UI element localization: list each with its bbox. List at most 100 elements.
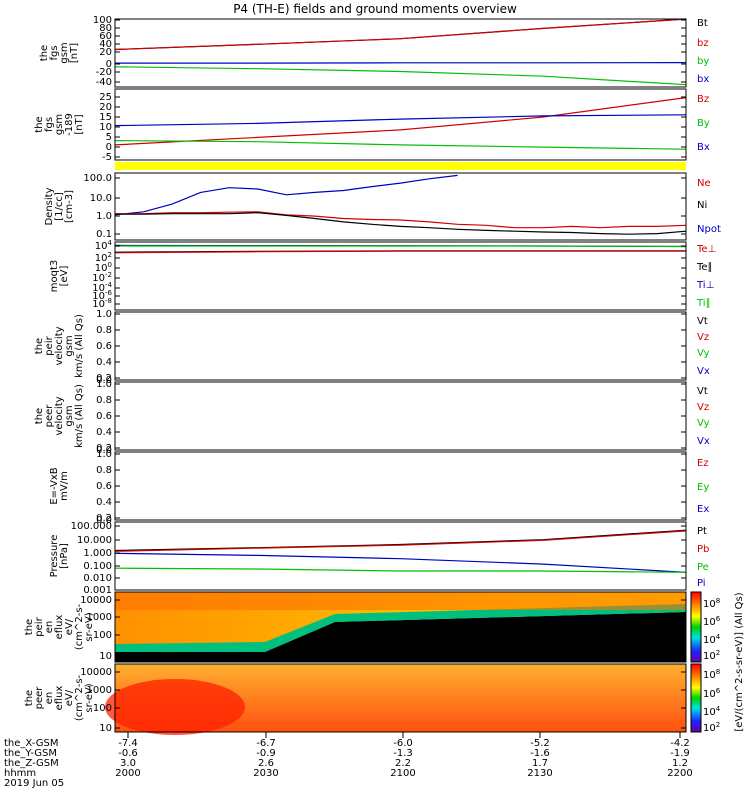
- panel-frame: [114, 381, 687, 451]
- panel-frame: [114, 241, 687, 311]
- y-axis-label-line: peir: [34, 616, 45, 636]
- y-tick-label: 100.0: [83, 173, 112, 184]
- y-tick-label: 1.0: [96, 211, 112, 222]
- y-tick-label: 10: [99, 723, 112, 734]
- y-tick-exponent: -6: [105, 289, 113, 297]
- y-tick-label: 10: [99, 122, 112, 133]
- colorbar-tick: 108: [703, 597, 720, 610]
- y-tick-label: 0.1: [96, 229, 112, 240]
- spectrogram-low-flux: [115, 612, 686, 662]
- legend-entry: Bt: [697, 18, 708, 29]
- y-tick-label: 100: [93, 630, 112, 641]
- x-axis-row-label: hhmm: [4, 768, 36, 779]
- legend-entry: Vz: [697, 332, 709, 343]
- y-tick-label: 0.6: [96, 411, 112, 422]
- x-tick-label: 2.2: [395, 758, 411, 769]
- y-tick-label: 0.4: [96, 497, 112, 508]
- y-axis-label-line: fgs: [49, 45, 60, 60]
- x-tick-label: -0.9: [256, 748, 276, 759]
- x-tick-label: 2130: [527, 768, 552, 779]
- panel-frame: [114, 88, 687, 161]
- legend-entry: Ex: [697, 504, 709, 515]
- y-tick-label: -20: [96, 67, 112, 78]
- y-tick-label: 1.0: [96, 379, 112, 390]
- x-tick-label: 2100: [390, 768, 415, 779]
- y-tick-exponent: -8: [105, 297, 112, 305]
- y-tick-label: 0.2: [96, 513, 112, 524]
- y-axis-label-line: Pressure: [49, 535, 60, 578]
- panel-frame: [114, 172, 687, 241]
- y-axis-label-line: the: [34, 408, 45, 424]
- y-tick-label: 0.0: [96, 375, 112, 386]
- series-line-By: [114, 140, 687, 150]
- y-tick-label: 0.001: [83, 585, 112, 596]
- x-tick-label: 1.7: [532, 758, 548, 769]
- y-tick-label: 0.100: [83, 561, 112, 572]
- colorbar-tick-exponent: 2: [716, 649, 720, 657]
- colorbar-label: [eV/(cm^2-s-sr-eV)] (All Qs): [734, 592, 745, 731]
- y-axis-label-line: [eV]: [59, 266, 70, 287]
- y-tick-exponent: 4: [108, 239, 113, 247]
- spectrogram-high: [115, 592, 686, 610]
- legend-entry: Ti⊥: [696, 280, 714, 291]
- y-tick-label: 0.010: [83, 573, 112, 584]
- y-tick-exponent: -2: [105, 271, 112, 279]
- colorbar-tick: 104: [703, 633, 721, 646]
- y-axis-label-line: the: [39, 45, 50, 61]
- panel-frame: [114, 521, 687, 591]
- y-tick-label: 0: [106, 142, 112, 153]
- panel-2: 100.0 10.0 1.0 0.1 Density[1/cc][cm-3] Ne Ni Np…: [44, 172, 721, 241]
- legend-entry: Pb: [697, 544, 709, 555]
- legend-entry: Te⊥: [696, 244, 716, 255]
- y-axis-label: thefgsgsm-189[nT]: [34, 113, 85, 136]
- y-axis-label-line: the: [24, 619, 35, 635]
- y-axis-label-line: (cm^2-s-: [74, 674, 85, 721]
- legend-entry: Vt: [697, 386, 708, 397]
- colorbar-tick-exponent: 8: [716, 668, 720, 676]
- colorbar-strip: [690, 591, 702, 663]
- y-tick-label: 0.2: [96, 443, 112, 454]
- legend-entry: Ez: [697, 458, 709, 469]
- y-tick-label: 80: [99, 23, 112, 34]
- y-axis-label-line: (cm^2-s-: [74, 603, 85, 650]
- y-axis-label-line: [nPa]: [59, 543, 70, 569]
- y-axis-label: Pressure[nPa]: [49, 535, 70, 578]
- panel-6: 1.0 0.8 0.6 0.4 0.20.0 E=-VxBmV/m Ez Ey Ex: [49, 449, 709, 526]
- colorbar-tick: 102: [703, 649, 720, 662]
- y-axis-label-line: mV/m: [59, 471, 70, 501]
- y-axis-label-line: gsm: [59, 42, 70, 63]
- y-tick-label: 0.4: [96, 427, 112, 438]
- x-tick-label: -1.9: [670, 748, 690, 759]
- panel-frame: [114, 451, 687, 521]
- colorbar-tick: 104: [703, 705, 721, 718]
- y-axis-label-line: gsm: [54, 114, 65, 135]
- series-line-Bt: [114, 18, 687, 51]
- legend-entry: Pi: [697, 578, 706, 589]
- x-tick-label: -0.6: [118, 748, 138, 759]
- y-axis-label: thepeerenefluxeV/(cm^2-s-sr-eV): [24, 674, 95, 721]
- y-tick-label: 5: [106, 132, 112, 143]
- y-tick-label: 0.8: [96, 395, 112, 406]
- y-axis-label-line: eV/: [64, 689, 75, 706]
- colorbar-tick-exponent: 6: [716, 615, 721, 623]
- legend-entry: Ti∥: [696, 298, 711, 309]
- legend-entry: By: [697, 118, 710, 129]
- series-line-Bz: [114, 97, 687, 146]
- panel-frame: [114, 663, 687, 733]
- legend-entry: Ni: [697, 200, 707, 211]
- y-axis-label-line: peer: [34, 686, 45, 710]
- x-tick-label: 3.0: [120, 758, 136, 769]
- y-tick-label: 0.0: [96, 515, 112, 526]
- y-tick-label: 10.0: [90, 193, 112, 204]
- y-axis-label-line: [1/cc]: [54, 192, 65, 221]
- spectrogram-edge: [115, 604, 686, 652]
- y-axis-label-line: fgs: [44, 117, 55, 132]
- y-tick-label: 10000: [80, 667, 112, 678]
- colorbar-tick-exponent: 2: [716, 721, 720, 729]
- legend-entry: Vy: [697, 418, 710, 429]
- colorbar-tick-exponent: 8: [716, 597, 720, 605]
- x-tick-label: 2.6: [258, 758, 274, 769]
- y-axis-label-line: en: [44, 692, 55, 705]
